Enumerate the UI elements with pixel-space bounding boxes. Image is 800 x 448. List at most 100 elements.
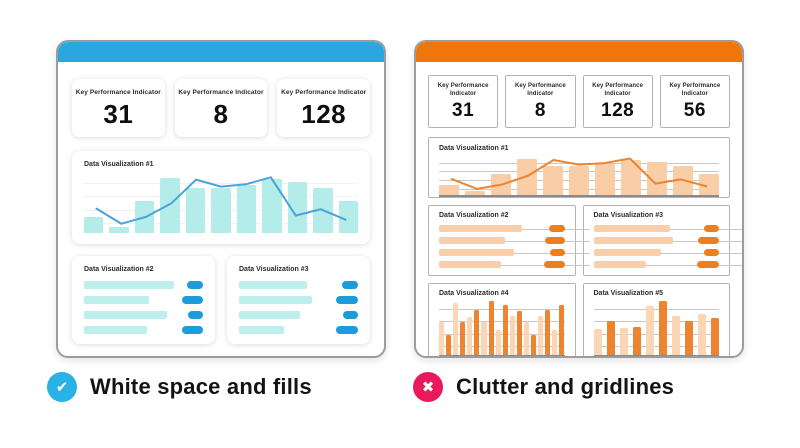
bad-viz5-panel: Data Visualization #5 (582, 283, 730, 356)
bad-viz1-panel: Data Visualization #1 (428, 137, 730, 199)
gridline (439, 252, 590, 254)
gridline (439, 321, 565, 323)
bar-track (439, 249, 542, 257)
bad-dashboard-header-bar (416, 42, 742, 62)
bar-track (239, 311, 335, 319)
value-pill (548, 225, 565, 233)
bar (239, 326, 284, 334)
kpi-label: Key Performance Indicator (592, 83, 644, 98)
bar (239, 311, 301, 319)
kpi-card: Key Performance Indicator 8 (174, 79, 268, 137)
hbar-row (593, 249, 742, 257)
bar-line-combo-chart (439, 157, 719, 198)
hbar-row (593, 225, 742, 233)
kpi-label: Key Performance Indicator (178, 89, 264, 96)
bar-track (593, 249, 697, 257)
gridline (439, 308, 565, 310)
kpi-label: Key Performance Indicator (437, 83, 489, 98)
viz-title: Data Visualization #2 (439, 212, 509, 220)
gridline (439, 240, 590, 242)
kpi-value: 128 (601, 100, 635, 122)
bar (699, 174, 719, 196)
gridline (84, 183, 358, 185)
bar (502, 304, 508, 356)
bad-dashboard-mockup: Key Performance Indicator 31 Key Perform… (414, 40, 744, 358)
good-kpi-row: Key Performance Indicator 31 Key Perform… (72, 79, 371, 137)
bad-viz2-panel: Data Visualization #2 (428, 205, 590, 277)
kpi-card: Key Performance Indicator 128 (277, 79, 371, 137)
bar (185, 187, 206, 233)
hbar-row (593, 237, 742, 245)
bar (538, 316, 544, 356)
check-icon: ✔ (47, 372, 77, 402)
bar-track (84, 326, 174, 334)
value-pill (187, 281, 203, 289)
bar-line-combo-chart (84, 175, 358, 233)
bar (593, 328, 602, 356)
hbar-row (593, 261, 742, 269)
bar (619, 327, 628, 356)
gridline (593, 333, 719, 335)
hbar-row (239, 311, 358, 319)
bar (595, 164, 615, 196)
bar-track (84, 281, 179, 289)
bar (593, 237, 673, 245)
bar-track (593, 225, 697, 233)
bar-series (593, 301, 720, 356)
value-pill (336, 296, 358, 304)
bar (593, 261, 647, 269)
bar (439, 249, 514, 257)
value-pill (182, 326, 203, 334)
bad-viz4-panel: Data Visualization #4 (428, 283, 576, 356)
column-chart (439, 301, 565, 356)
value-pill (704, 249, 719, 257)
viz-title: Data Visualization #3 (593, 212, 664, 220)
bar (84, 326, 147, 334)
hbar-row (439, 249, 590, 257)
viz-title: Data Visualization #1 (439, 145, 509, 153)
bar (569, 165, 589, 196)
bar (645, 306, 654, 356)
hbar-row (239, 326, 358, 334)
hbar-row (84, 281, 203, 289)
bar-track (239, 281, 334, 289)
bar (453, 302, 459, 356)
bar-track (439, 261, 536, 269)
bar (658, 301, 667, 356)
value-pill (336, 326, 358, 334)
bar (109, 227, 129, 233)
horizontal-bar-list (239, 281, 358, 334)
bar (545, 310, 551, 356)
hbar-row (84, 296, 203, 304)
bar (647, 161, 667, 196)
gridline (439, 333, 565, 335)
viz-title: Data Visualization #1 (84, 161, 154, 168)
kpi-value: 31 (452, 100, 475, 122)
value-pill (342, 281, 358, 289)
bar (488, 301, 494, 356)
bar-track (439, 225, 541, 233)
bar (516, 311, 522, 356)
good-viz3-panel: Data Visualization #3 (227, 256, 370, 344)
bar (460, 322, 466, 356)
bad-kpi-row: Key Performance Indicator 31 Key Perform… (428, 75, 730, 129)
value-pill (698, 237, 719, 245)
bar (671, 315, 680, 356)
bar (84, 296, 149, 304)
good-lower-viz-row: Data Visualization #2 Data Visualization… (72, 256, 370, 344)
bar-track (593, 261, 690, 269)
hbar-row (439, 261, 590, 269)
good-viz1-panel: Data Visualization #1 (72, 151, 370, 244)
kpi-value: 128 (301, 99, 347, 129)
bad-middle-viz-row: Data Visualization #2 Data Visualization… (428, 205, 742, 277)
bar (439, 322, 445, 356)
value-pill (188, 311, 203, 319)
hbar-row (239, 281, 358, 289)
kpi-card: Key Performance Indicator 31 (72, 79, 165, 137)
bad-caption: ✖ Clutter and gridlines (413, 372, 674, 402)
bar (531, 334, 537, 356)
kpi-card: Key Performance Indicator 8 (505, 75, 576, 129)
kpi-value: 8 (534, 100, 546, 122)
bar-track (84, 311, 180, 319)
